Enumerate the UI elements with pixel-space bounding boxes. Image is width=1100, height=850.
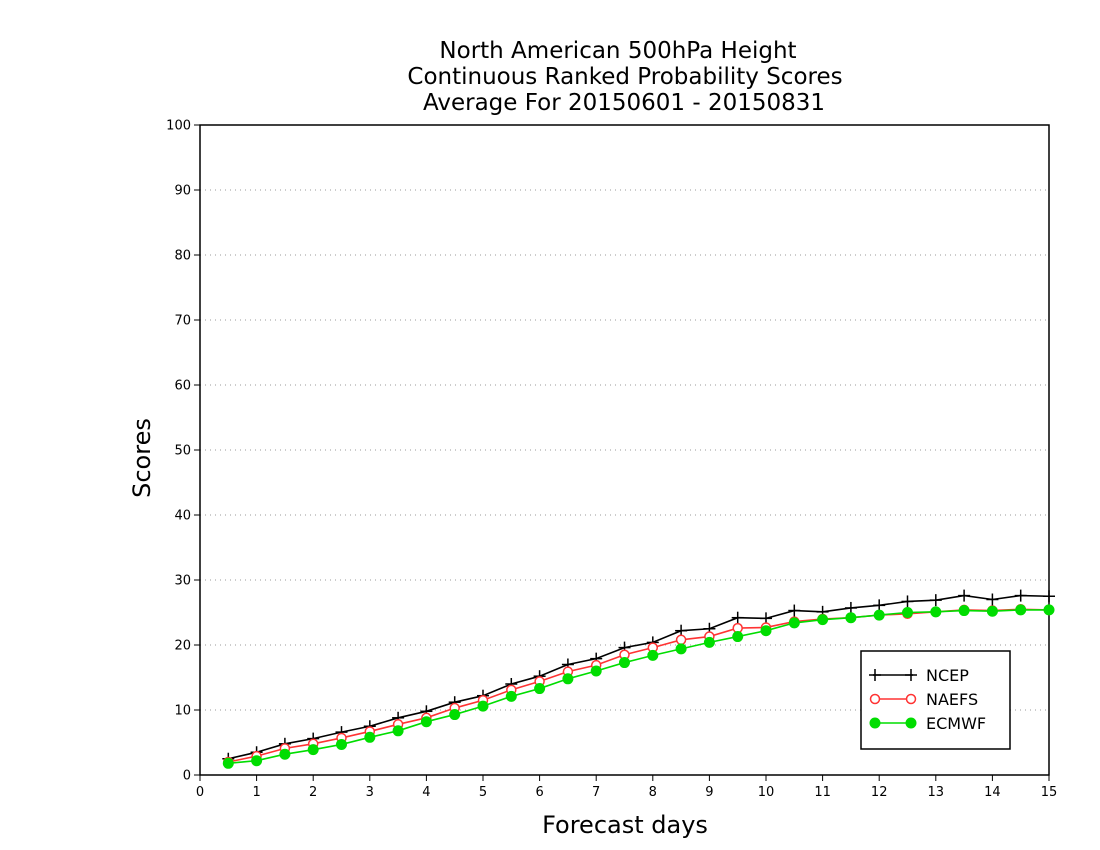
data-point bbox=[647, 649, 659, 661]
data-point bbox=[869, 669, 881, 681]
data-point bbox=[788, 617, 800, 629]
y-tick-label: 10 bbox=[174, 704, 191, 719]
data-point bbox=[392, 725, 404, 737]
series-ncep bbox=[222, 589, 1055, 765]
data-point bbox=[364, 731, 376, 743]
legend-label: NAEFS bbox=[926, 690, 978, 709]
x-tick-label: 6 bbox=[535, 785, 543, 800]
title-line-2: Continuous Ranked Probability Scores bbox=[407, 64, 842, 90]
data-point bbox=[845, 612, 857, 624]
data-point bbox=[279, 748, 291, 760]
y-tick-label: 0 bbox=[183, 769, 191, 784]
legend-item-naefs: NAEFS bbox=[869, 690, 978, 709]
x-tick-label: 4 bbox=[422, 785, 430, 800]
plot-frame bbox=[199, 124, 1050, 776]
data-point bbox=[930, 606, 942, 618]
legend: NCEP NAEFS ECMWF bbox=[860, 650, 1011, 750]
y-tick-label: 30 bbox=[174, 574, 191, 589]
legend-item-ecmwf: ECMWF bbox=[869, 714, 986, 733]
y-axis-ticks: 0 10 20 30 40 50 60 70 80 90 100 bbox=[166, 119, 200, 784]
x-axis-ticks: 0 1 2 3 4 5 6 7 8 9 10 11 12 13 14 15 bbox=[196, 775, 1057, 800]
y-tick-label: 60 bbox=[174, 379, 191, 394]
data-point bbox=[905, 717, 917, 729]
data-point bbox=[307, 744, 319, 756]
data-point bbox=[873, 609, 885, 621]
y-tick-label: 40 bbox=[174, 509, 191, 524]
data-point bbox=[251, 755, 263, 767]
x-tick-label: 11 bbox=[814, 785, 831, 800]
legend-label: NCEP bbox=[926, 666, 969, 685]
x-tick-label: 5 bbox=[479, 785, 487, 800]
x-tick-label: 8 bbox=[649, 785, 657, 800]
data-point bbox=[844, 601, 857, 614]
y-tick-label: 20 bbox=[174, 639, 191, 654]
grid-lines bbox=[200, 189, 1049, 711]
x-tick-label: 10 bbox=[758, 785, 775, 800]
data-point bbox=[958, 605, 970, 617]
data-point bbox=[449, 709, 461, 721]
x-tick-label: 1 bbox=[252, 785, 260, 800]
title-line-3: Average For 20150601 - 20150831 bbox=[423, 90, 825, 116]
y-tick-label: 100 bbox=[166, 119, 191, 134]
data-point bbox=[1014, 589, 1027, 602]
data-point bbox=[505, 690, 517, 702]
data-point bbox=[534, 683, 546, 695]
data-point bbox=[1043, 590, 1055, 603]
data-point bbox=[731, 611, 744, 624]
legend-box bbox=[860, 650, 1011, 750]
data-point bbox=[905, 669, 917, 681]
data-point bbox=[703, 636, 715, 648]
data-point bbox=[958, 589, 971, 602]
x-tick-label: 13 bbox=[928, 785, 945, 800]
y-tick-label: 70 bbox=[174, 314, 191, 329]
y-tick-label: 90 bbox=[174, 184, 191, 199]
data-point bbox=[562, 673, 574, 685]
data-point bbox=[902, 607, 913, 618]
data-point bbox=[986, 593, 999, 606]
data-point bbox=[732, 631, 744, 643]
data-point bbox=[817, 614, 829, 626]
title-line-1: North American 500hPa Height bbox=[439, 38, 796, 64]
data-point bbox=[905, 693, 917, 705]
data-point bbox=[675, 643, 687, 655]
data-point bbox=[869, 717, 881, 729]
y-tick-label: 80 bbox=[174, 249, 191, 264]
y-axis-title: Scores bbox=[128, 418, 156, 498]
data-point bbox=[760, 625, 772, 637]
data-point bbox=[873, 599, 886, 612]
data-point bbox=[869, 693, 881, 705]
data-point bbox=[336, 738, 347, 750]
x-tick-label: 15 bbox=[1041, 785, 1058, 800]
x-tick-label: 7 bbox=[592, 785, 600, 800]
data-point bbox=[788, 604, 801, 617]
x-axis-title: Forecast days bbox=[542, 811, 708, 839]
data-point bbox=[1015, 604, 1027, 616]
data-point bbox=[619, 657, 630, 669]
data-point bbox=[590, 665, 602, 677]
x-tick-label: 9 bbox=[705, 785, 713, 800]
y-tick-label: 50 bbox=[174, 444, 191, 459]
data-point bbox=[477, 700, 489, 712]
data-point bbox=[420, 716, 432, 728]
data-point bbox=[1043, 604, 1055, 616]
data-point bbox=[986, 605, 998, 617]
data-point bbox=[901, 595, 914, 608]
x-tick-label: 2 bbox=[309, 785, 317, 800]
x-tick-label: 0 bbox=[196, 785, 204, 800]
series-layer bbox=[222, 589, 1055, 769]
x-tick-label: 12 bbox=[871, 785, 888, 800]
data-point bbox=[675, 634, 687, 646]
chart-title: North American 500hPa Height Continuous … bbox=[407, 38, 842, 116]
legend-label: ECMWF bbox=[926, 714, 986, 733]
series-ecmwf bbox=[222, 604, 1055, 769]
data-point bbox=[929, 594, 942, 607]
x-tick-label: 3 bbox=[366, 785, 374, 800]
data-point bbox=[222, 757, 234, 769]
legend-item-ncep: NCEP bbox=[869, 666, 969, 685]
x-tick-label: 14 bbox=[984, 785, 1001, 800]
